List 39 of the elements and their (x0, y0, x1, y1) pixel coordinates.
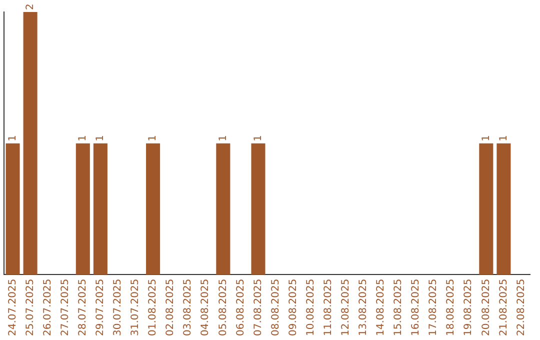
x-tick-label: 27.07.2025 (60, 278, 71, 336)
x-tick-label: 03.08.2025 (182, 278, 194, 336)
x-tick-label: 28.07.2025 (77, 278, 88, 336)
x-tick-label: 07.08.2025 (252, 278, 264, 336)
x-tick-label: 14.08.2025 (376, 278, 387, 336)
data-label: 1 (252, 134, 264, 142)
x-tick-label: 22.08.2025 (516, 278, 527, 336)
x-tick-label: 26.07.2025 (42, 278, 54, 336)
x-tick-label: 17.08.2025 (428, 278, 440, 336)
x-tick-label: 24.07.2025 (7, 278, 18, 336)
data-label: 2 (24, 4, 36, 10)
x-tick-label: 01.08.2025 (148, 278, 159, 336)
x-tick-label: 09.08.2025 (288, 278, 299, 336)
x-tick-label: 21.08.2025 (498, 278, 510, 336)
data-label: 1 (148, 134, 159, 142)
x-tick-label: 10.08.2025 (305, 278, 316, 336)
x-tick-label: 31.07.2025 (130, 278, 142, 336)
x-tick-label: 12.08.2025 (340, 278, 352, 336)
data-label: 1 (218, 134, 229, 142)
x-tick-label: 18.08.2025 (446, 278, 457, 336)
x-tick-label: 19.08.2025 (463, 278, 474, 336)
x-tick-label: 16.08.2025 (410, 278, 422, 336)
data-label: 1 (480, 134, 492, 142)
data-label: 1 (95, 134, 106, 142)
x-tick-label: 20.08.2025 (480, 278, 492, 336)
x-tick-label: 29.07.2025 (95, 278, 106, 336)
x-tick-label: 11.08.2025 (322, 278, 334, 336)
x-tick-label: 04.08.2025 (200, 278, 212, 336)
data-label: 1 (77, 134, 88, 142)
x-tick-label: 06.08.2025 (235, 278, 246, 336)
x-tick-label: 30.07.2025 (112, 278, 124, 336)
x-tick-label: 25.07.2025 (24, 278, 36, 336)
x-tick-label: 15.08.2025 (393, 278, 404, 336)
data-label: 1 (7, 134, 18, 142)
x-tick-label: 08.08.2025 (270, 278, 282, 336)
x-tick-label: 13.08.2025 (358, 278, 370, 336)
x-tick-label: 02.08.2025 (165, 278, 176, 336)
data-label: 1 (498, 134, 510, 142)
x-tick-label: 05.08.2025 (218, 278, 229, 336)
